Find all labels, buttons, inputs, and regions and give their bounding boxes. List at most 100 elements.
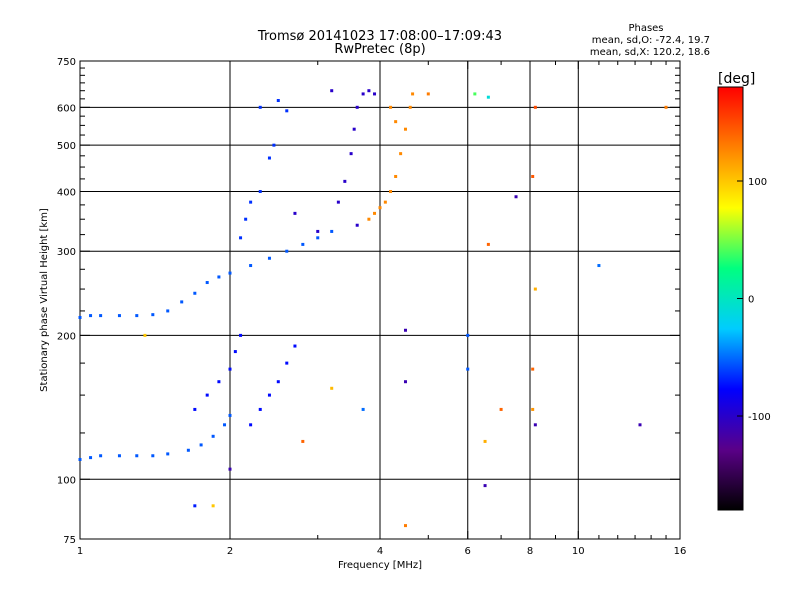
data-point [426,92,430,96]
data-point [258,105,262,109]
data-point [78,457,82,461]
y-tick-label: 400 [57,187,76,198]
data-point [514,195,518,199]
data-point [531,367,535,371]
data-point [267,393,271,397]
data-point [531,407,535,411]
data-point [228,367,232,371]
data-point [151,313,155,317]
data-point [389,105,393,109]
data-point [217,275,221,279]
data-point [99,314,103,318]
y-axis-label: Stationary phase Virtual Height [km] [39,208,50,392]
stats-header: Phases [628,23,663,34]
data-point [483,439,487,443]
data-point [135,454,139,458]
data-point [117,454,121,458]
data-point [411,92,415,96]
data-points [78,89,668,528]
data-point [205,393,209,397]
data-point [486,242,490,246]
data-point [316,236,320,240]
data-point [186,448,190,452]
data-point [316,229,320,233]
data-point [383,200,387,204]
data-point [285,249,289,253]
data-point [89,456,93,460]
data-point [143,333,147,337]
data-point [205,281,209,285]
data-point [349,152,353,156]
data-point [473,92,477,96]
data-point [394,120,398,124]
data-point [373,211,377,215]
data-point [228,467,232,471]
data-point [533,287,537,291]
data-point [276,99,280,103]
data-point [403,127,407,131]
data-point [361,92,365,96]
data-point [343,179,347,183]
data-point [151,454,155,458]
data-point [389,189,393,193]
data-point [466,333,470,337]
x-tick-label: 6 [465,546,471,557]
data-point [267,256,271,260]
data-point [367,217,371,221]
data-point [228,413,232,417]
data-point [330,229,334,233]
data-point [301,242,305,246]
data-point [285,109,289,113]
x-tick-label: 1 [77,546,83,557]
data-point [135,314,139,318]
colorbar-tick-label: 0 [748,295,754,306]
y-tick-label: 300 [57,247,76,258]
y-tick-label: 750 [57,57,76,68]
grid-lines [80,61,680,539]
data-point [638,423,642,427]
data-point [193,291,197,295]
data-point [193,504,197,508]
data-point [330,89,334,93]
data-point [223,423,227,427]
data-point [244,217,248,221]
y-tick-label: 100 [57,475,76,486]
data-point [367,89,371,93]
data-point [403,328,407,332]
y-tick-label: 200 [57,331,76,342]
data-point [233,350,237,354]
data-point [258,407,262,411]
data-point [239,333,243,337]
x-tick-label: 10 [572,546,585,557]
data-point [293,211,297,215]
data-point [399,152,403,156]
data-point [499,407,503,411]
data-point [199,443,203,447]
chart-subtitle: RwPretec (8p) [334,42,425,57]
data-point [403,380,407,384]
data-point [228,271,232,275]
data-point [166,452,170,456]
data-point [180,300,184,304]
y-tick-label: 500 [57,141,76,152]
data-point [193,407,197,411]
data-point [355,223,359,227]
data-point [403,524,407,528]
y-tick-label: 75 [63,535,76,546]
data-point [378,206,382,210]
data-point [373,92,377,96]
data-point [239,236,243,240]
data-point [597,264,601,268]
chart-title: Tromsø 20141023 17:08:00–17:09:43 [257,29,502,44]
data-point [361,407,365,411]
data-point [483,484,487,488]
axis-ticks: 1 2 4 6 8 10 16 75 100 200 300 400 500 600 750 [57,57,686,557]
data-point [166,309,170,313]
data-point [466,367,470,371]
data-point [336,200,340,204]
x-tick-label: 4 [377,546,383,557]
data-point [531,174,535,178]
data-point [394,174,398,178]
data-point [408,105,412,109]
